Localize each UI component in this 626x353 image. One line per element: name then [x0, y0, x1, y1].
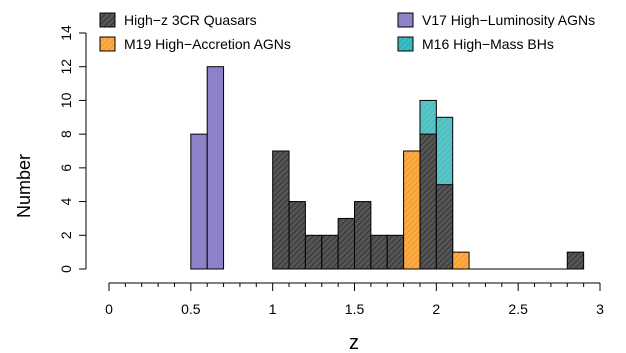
bar-series-0-bin-9 [435, 184, 454, 270]
bar-series-1-bin-0 [403, 150, 421, 270]
bar-series-0-bin-10 [566, 251, 585, 270]
x-tick-label: 1 [269, 301, 277, 317]
y-tick-label: 2 [58, 231, 74, 239]
x-axis-label: z [349, 332, 359, 353]
bar-series-0-bin-3 [321, 234, 339, 270]
legend-swatch-2 [397, 12, 414, 28]
bar-series-2-bin-1 [206, 66, 225, 270]
bar-series-0-bin-5 [354, 201, 372, 270]
legend: High−z 3CR Quasars M19 High−Accretion AGN… [99, 12, 595, 52]
x-tick-label: 2.5 [508, 301, 528, 317]
bar-series-0-bin-6 [370, 234, 388, 270]
bar-series-1-bin-1 [452, 251, 470, 270]
bar-series-0-bin-8 [419, 133, 437, 270]
bars-layer [190, 66, 585, 270]
y-tick-label: 8 [58, 130, 74, 138]
bar-series-0-bin-4 [337, 217, 356, 270]
bar-series-0-bin-7 [386, 234, 405, 270]
x-tick-label: 2 [432, 301, 440, 317]
x-tick-label: 3 [596, 301, 604, 317]
y-tick-label: 0 [58, 265, 74, 273]
y-axis: 0 2 4 6 8 10 12 14 [58, 25, 87, 273]
bar-series-2-bin-0 [190, 133, 208, 270]
legend-label-1: M19 High−Accretion AGNs [124, 36, 291, 52]
bar-series-0-bin-1 [288, 201, 306, 270]
legend-label-2: V17 High−Luminosity AGNs [422, 12, 595, 28]
legend-label-3: M16 High−Mass BHs [422, 36, 554, 52]
x-axis: 0 0.5 1 1.5 2 2.5 3 [105, 282, 604, 317]
bar-series-0-bin-0 [272, 150, 290, 270]
y-tick-label: 4 [58, 197, 74, 205]
x-tick-label: 0 [105, 301, 113, 317]
legend-swatch-1 [99, 36, 116, 52]
y-tick-label: 10 [58, 92, 74, 108]
x-tick-label: 0.5 [181, 301, 201, 317]
bar-series-0-bin-2 [304, 234, 323, 270]
y-axis-label: Number [14, 154, 34, 218]
y-tick-label: 14 [58, 25, 74, 41]
legend-label-0: High−z 3CR Quasars [124, 12, 257, 28]
y-tick-label: 6 [58, 164, 74, 172]
legend-swatch-3 [397, 36, 414, 52]
legend-swatch-0 [99, 12, 116, 28]
y-tick-label: 12 [58, 59, 74, 75]
x-tick-label: 1.5 [345, 301, 365, 317]
